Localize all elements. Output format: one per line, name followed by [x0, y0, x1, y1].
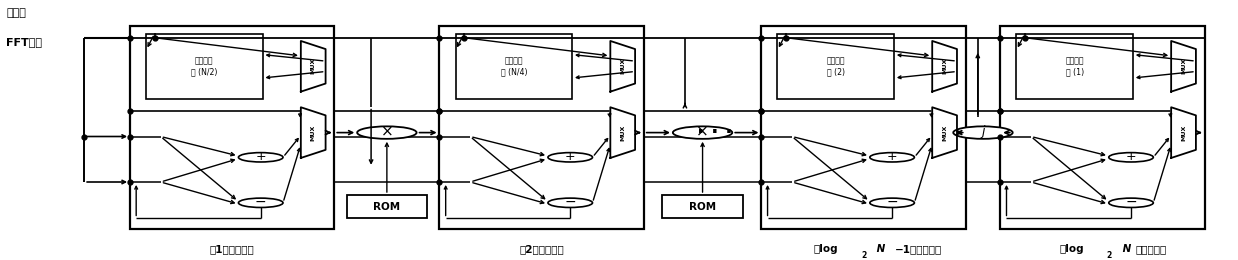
Circle shape [870, 153, 915, 162]
Circle shape [548, 153, 593, 162]
Bar [761, 26, 966, 229]
Bar [439, 26, 644, 229]
Text: ROM: ROM [374, 202, 400, 212]
Circle shape [1109, 198, 1154, 207]
Circle shape [953, 126, 1013, 139]
Text: +: + [565, 150, 576, 163]
Circle shape [239, 153, 284, 162]
Text: MUX: MUX [942, 58, 947, 74]
Bar [1016, 34, 1133, 99]
Text: N: N [874, 244, 885, 254]
Circle shape [870, 198, 915, 207]
Text: MUX: MUX [311, 58, 316, 74]
Text: MUX: MUX [620, 125, 625, 141]
Bar [347, 195, 427, 218]
Text: MUX: MUX [942, 125, 947, 141]
Text: FFT输入: FFT输入 [6, 37, 42, 47]
Polygon shape [1171, 41, 1196, 92]
Polygon shape [932, 107, 957, 158]
Text: 2: 2 [862, 251, 867, 260]
Bar [146, 34, 262, 99]
Text: ×: × [380, 124, 394, 139]
Bar [456, 34, 572, 99]
Polygon shape [932, 41, 957, 92]
Text: 移位寄存
器 (N/2): 移位寄存 器 (N/2) [191, 57, 218, 76]
Text: 第1级计算单元: 第1级计算单元 [209, 244, 255, 254]
Text: −: − [565, 195, 576, 209]
Text: −: − [1125, 195, 1136, 209]
Text: −1级计算单元: −1级计算单元 [894, 244, 942, 254]
Text: 级计算单元: 级计算单元 [1136, 244, 1167, 254]
Text: 移位寄存
器 (1): 移位寄存 器 (1) [1066, 57, 1083, 76]
Text: MUX: MUX [311, 125, 316, 141]
Bar [662, 195, 743, 218]
Text: +: + [1125, 150, 1136, 163]
Text: · · ·: · · · [697, 123, 733, 142]
Text: 自然序: 自然序 [6, 8, 26, 18]
Circle shape [1109, 153, 1154, 162]
Text: 移位寄存
器 (2): 移位寄存 器 (2) [827, 57, 844, 76]
Text: −: − [886, 195, 898, 209]
Text: 第2级计算单元: 第2级计算单元 [519, 244, 565, 254]
Text: −: − [255, 195, 266, 209]
Text: 第log: 第log [1060, 244, 1083, 254]
Text: ×: × [696, 124, 709, 139]
Circle shape [548, 198, 593, 207]
Polygon shape [1171, 107, 1196, 158]
Text: +: + [255, 150, 266, 163]
Circle shape [239, 198, 284, 207]
Text: MUX: MUX [620, 58, 625, 74]
Polygon shape [301, 107, 326, 158]
Polygon shape [301, 41, 326, 92]
Bar [1000, 26, 1205, 229]
Bar [130, 26, 334, 229]
Text: ROM: ROM [690, 202, 716, 212]
Text: 移位寄存
器 (N/4): 移位寄存 器 (N/4) [500, 57, 527, 76]
Circle shape [358, 126, 416, 139]
Text: j: j [982, 125, 984, 138]
Text: MUX: MUX [1181, 58, 1186, 74]
Text: 2: 2 [1107, 251, 1112, 260]
Bar [777, 34, 894, 99]
Polygon shape [610, 41, 635, 92]
Polygon shape [610, 107, 635, 158]
Text: +: + [886, 150, 898, 163]
Text: N: N [1119, 244, 1130, 254]
Text: 第log: 第log [815, 244, 838, 254]
Circle shape [673, 126, 733, 139]
Text: MUX: MUX [1181, 125, 1186, 141]
